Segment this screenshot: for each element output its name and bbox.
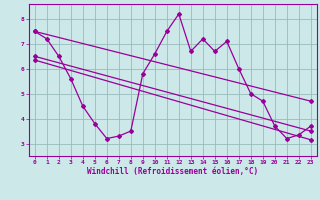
X-axis label: Windchill (Refroidissement éolien,°C): Windchill (Refroidissement éolien,°C) <box>87 167 258 176</box>
